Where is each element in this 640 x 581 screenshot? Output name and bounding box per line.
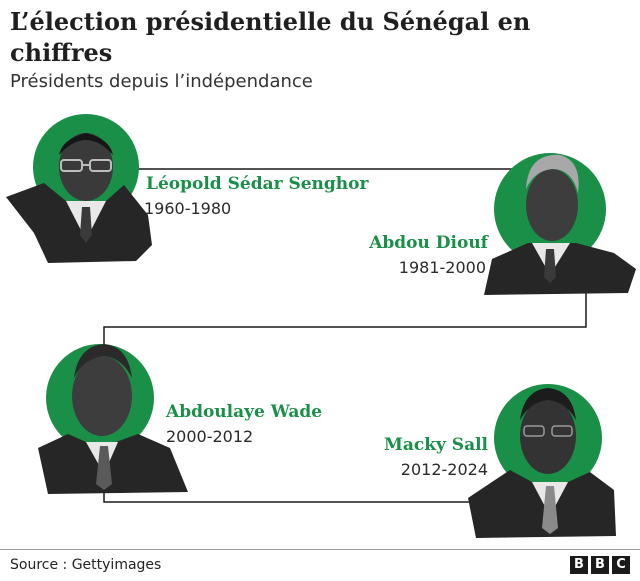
president-term-senghor: 1960-1980 bbox=[144, 199, 232, 218]
president-name-wade: Abdoulaye Wade bbox=[166, 402, 323, 422]
president-term-wade: 2000-2012 bbox=[166, 427, 254, 446]
president-name-senghor: Léopold Sédar Senghor bbox=[146, 174, 369, 194]
portrait-wade bbox=[38, 338, 190, 494]
source-credit: Source : Gettyimages bbox=[10, 557, 162, 573]
portrait-sall bbox=[468, 378, 618, 538]
portrait-senghor bbox=[6, 105, 166, 267]
president-name-diouf: Abdou Diouf bbox=[369, 233, 488, 253]
president-name-sall: Macky Sall bbox=[384, 435, 488, 455]
bbc-logo-letter: C bbox=[612, 556, 630, 574]
bbc-logo-letter: B bbox=[591, 556, 609, 574]
footer-divider bbox=[0, 549, 640, 550]
bbc-logo-letter: B bbox=[570, 556, 588, 574]
chart-subtitle: Présidents depuis l’indépendance bbox=[10, 71, 313, 92]
chart-title: L’élection présidentielle du Sénégal en … bbox=[10, 7, 531, 67]
president-term-sall: 2012-2024 bbox=[400, 460, 488, 479]
portrait-diouf bbox=[482, 143, 640, 295]
president-term-diouf: 1981-2000 bbox=[398, 258, 486, 277]
bbc-logo: B B C bbox=[570, 556, 630, 574]
